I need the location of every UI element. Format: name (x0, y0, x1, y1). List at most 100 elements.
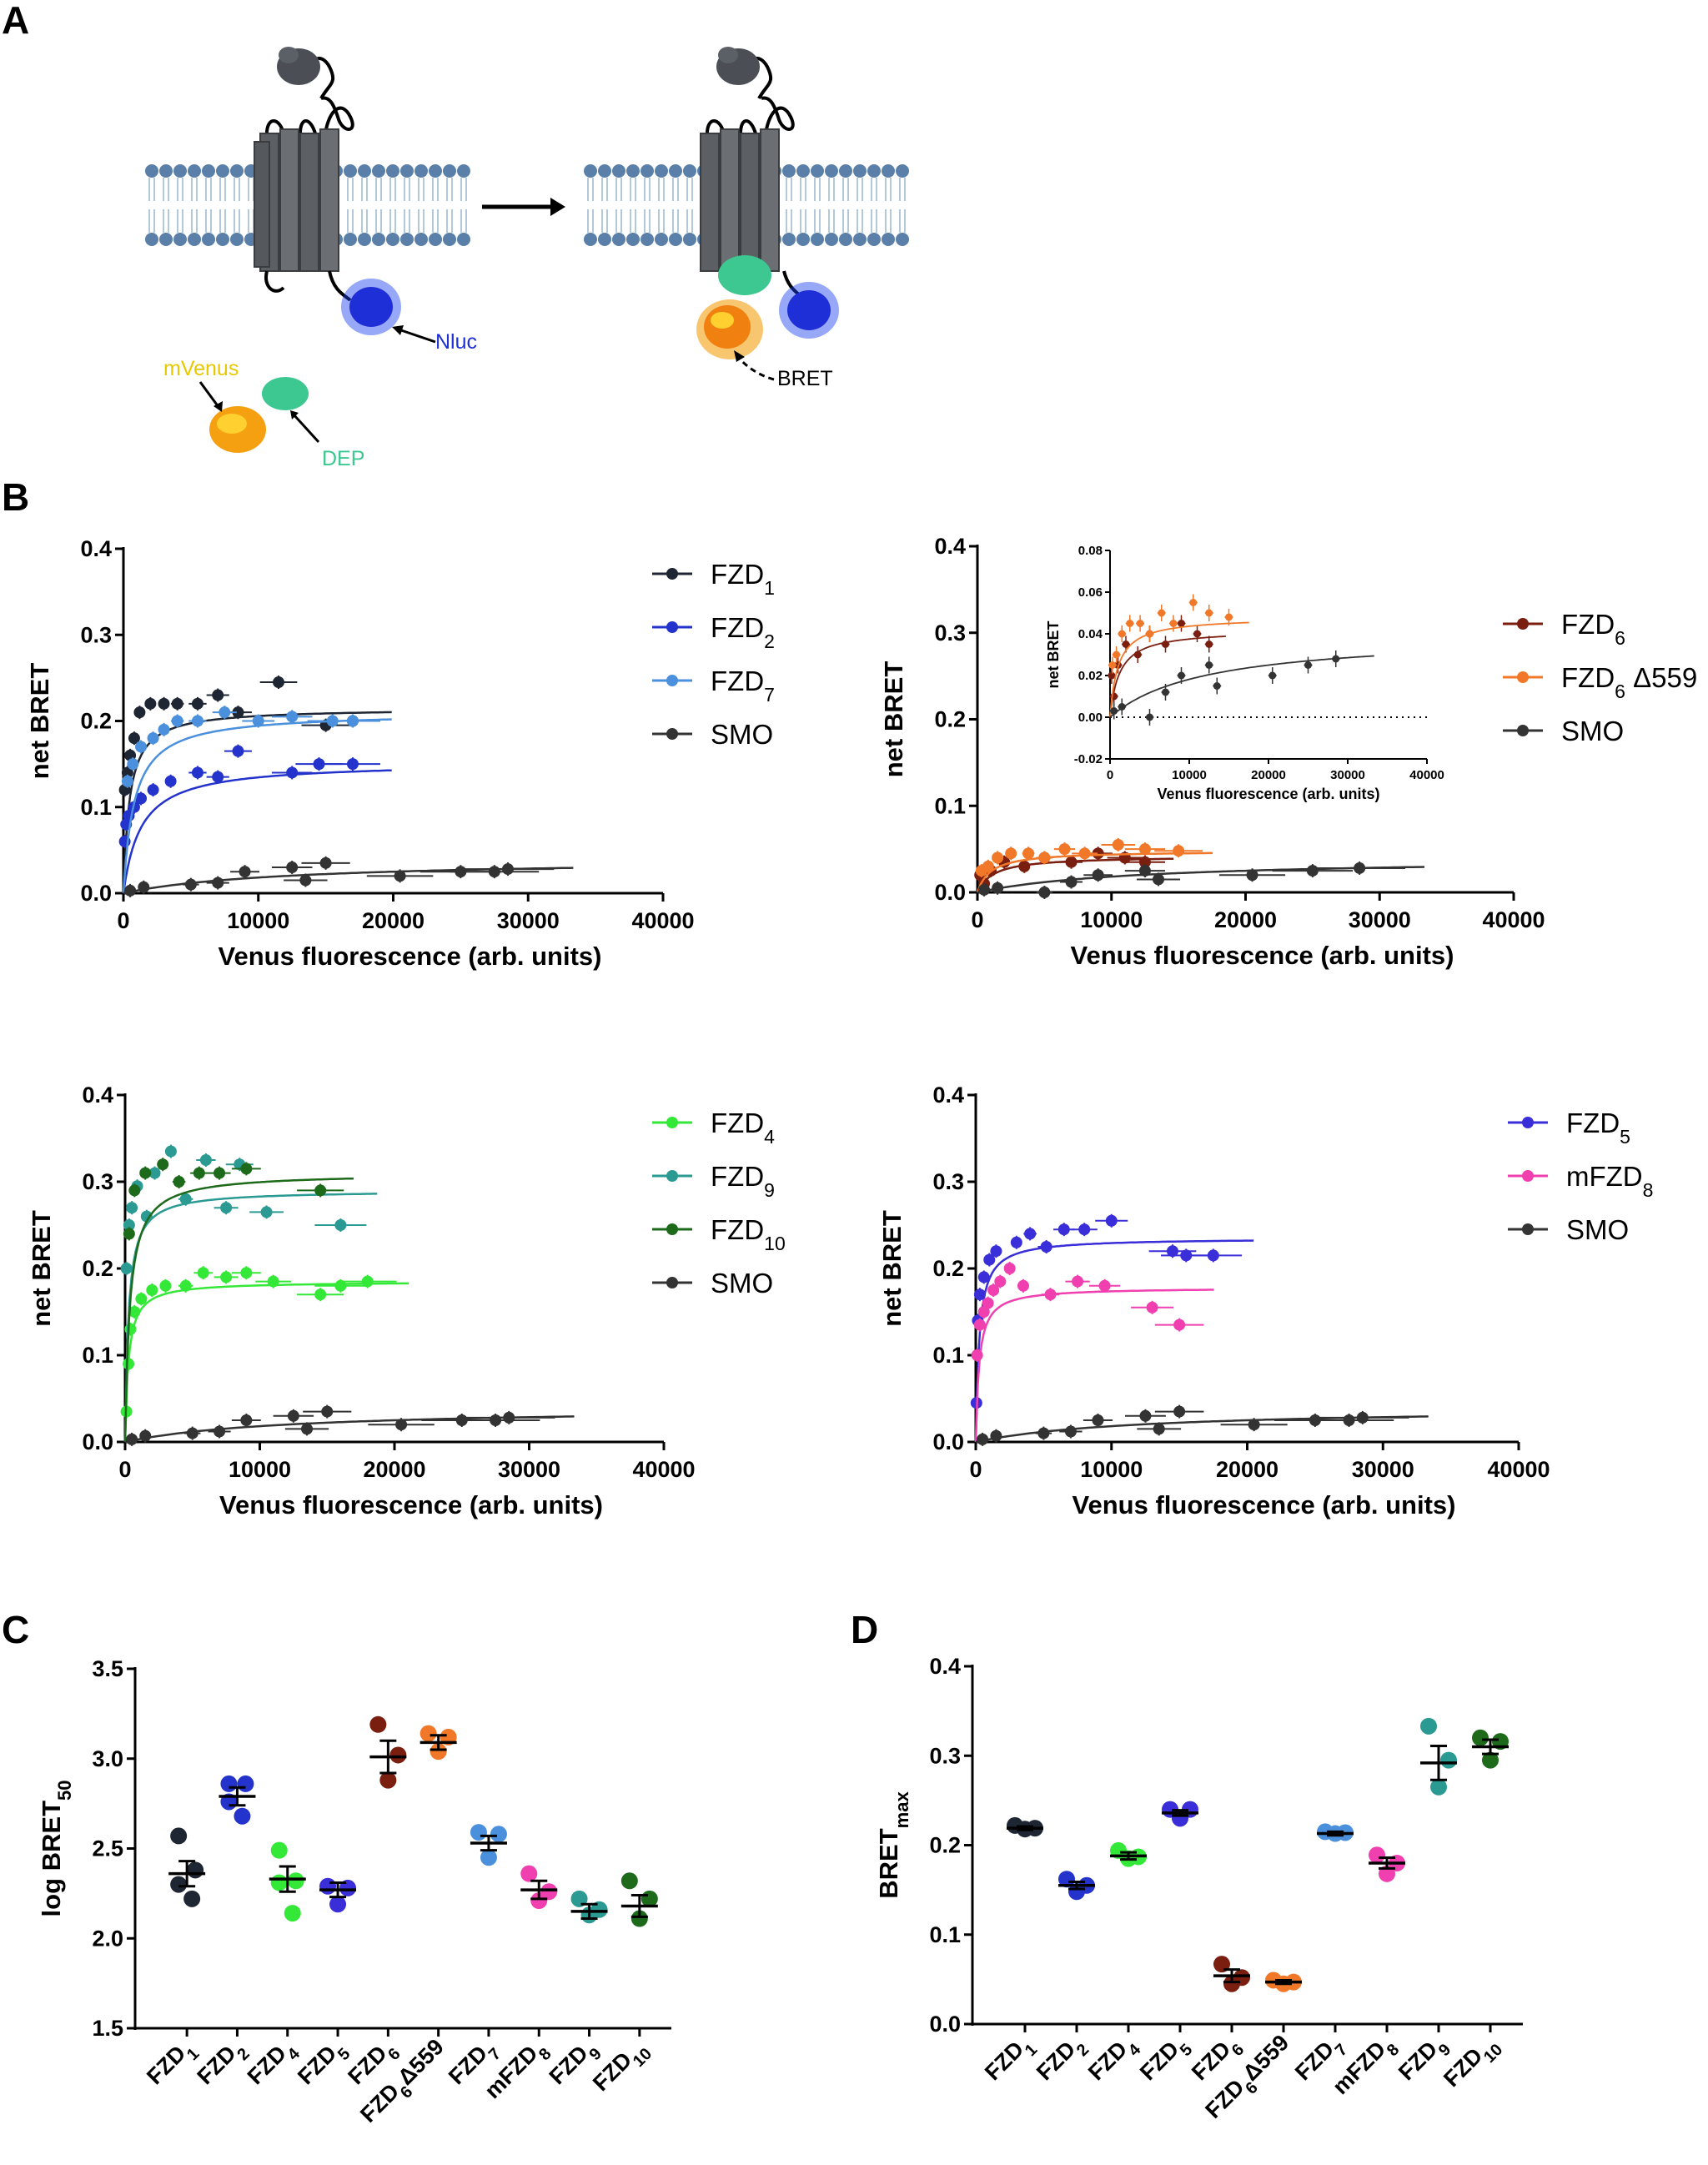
legend-marker (666, 1277, 678, 1288)
lipid-head (782, 164, 796, 178)
legend-label-base: FZD (711, 612, 764, 643)
chart-b-fzd6: 0.0 0.1 0.2 0.3 0.4 0 10000 20000 30000 40000 Venu… (879, 534, 1697, 970)
lipid-head (372, 164, 385, 178)
legend-label: SMO (711, 1268, 773, 1298)
replicate-point (220, 1775, 238, 1792)
legend-label-sub: 10 (764, 1233, 786, 1254)
data-point (219, 706, 231, 719)
data-point (1146, 1301, 1158, 1314)
lipid-head (400, 233, 414, 246)
replicate-point (1472, 1729, 1489, 1746)
inset-x-tick-label: 10000 (1172, 768, 1207, 782)
y-tick-label: 0.2 (934, 707, 966, 732)
lipid-head (598, 164, 611, 178)
legend-marker (1522, 1117, 1534, 1128)
legend-marker (666, 675, 678, 686)
data-point (1354, 861, 1366, 874)
data-point (992, 882, 1004, 894)
x-tick-label-suffix: Δ559 (393, 2034, 449, 2090)
x-tick-label: 20000 (362, 908, 424, 933)
data-point (159, 1279, 172, 1292)
inset-data-point (1205, 640, 1213, 648)
x-tick-label: 0 (969, 1457, 982, 1482)
data-point (121, 766, 133, 779)
lipid-tail (191, 178, 198, 233)
data-point (1153, 873, 1165, 886)
data-point (171, 715, 183, 727)
inset-data-point (1118, 703, 1126, 711)
data-point (992, 851, 1004, 864)
data-point (139, 1429, 152, 1442)
data-point (144, 697, 157, 710)
data-point (286, 861, 299, 874)
data-point (146, 1284, 158, 1296)
y-tick-label: 0.0 (82, 1429, 113, 1454)
data-point (286, 766, 299, 779)
y-tick-label: 0.1 (932, 1343, 964, 1368)
data-point (973, 1288, 986, 1301)
lipid-head (173, 233, 187, 246)
lipid-tail (177, 178, 183, 233)
data-point (135, 1293, 148, 1305)
legend-marker (666, 1223, 678, 1235)
inset-data-point (1178, 620, 1185, 627)
data-point (314, 1288, 327, 1301)
y-axis-title: net BRET (27, 1210, 56, 1327)
inset-data-point (1268, 671, 1277, 680)
data-point (490, 1414, 502, 1426)
legend-label-base: FZD (1566, 1108, 1620, 1138)
legend-label: mFZD8 (1566, 1161, 1653, 1201)
legend-label-sub: 5 (1620, 1126, 1630, 1148)
data-point (1017, 1279, 1029, 1292)
lipid-head (796, 164, 810, 178)
x-tick-label: FZD5 (293, 2034, 354, 2095)
data-point (319, 856, 332, 869)
legend-label: FZD5 (1566, 1108, 1630, 1148)
lipid-head (429, 233, 442, 246)
y-axis-title-sub: max (892, 1791, 912, 1829)
y-tick-label: 0.0 (929, 2012, 961, 2037)
data-point (1173, 845, 1185, 857)
data-point (148, 1167, 161, 1179)
legend-label-base: FZD (1561, 662, 1615, 693)
x-tick-label: 30000 (498, 1457, 560, 1482)
data-point (287, 1409, 299, 1422)
data-point (214, 1425, 226, 1438)
legend-marker (666, 728, 678, 740)
lipid-head (159, 164, 173, 178)
y-tick-label: 0.1 (929, 1922, 961, 1947)
replicate-point (170, 1827, 188, 1845)
inset-data-point (1108, 671, 1116, 680)
inset-data-point (1225, 613, 1233, 621)
legend-marker (666, 1117, 678, 1128)
lipid-tail (842, 178, 849, 233)
data-point (1065, 856, 1078, 868)
arrow-dep (290, 410, 320, 444)
replicate-point (419, 1725, 437, 1742)
data-point (1040, 1241, 1052, 1253)
legend-label-sub: 9 (764, 1179, 775, 1201)
data-point (301, 1423, 314, 1435)
inset-data-point (1133, 651, 1142, 659)
inset-data-point (1146, 630, 1153, 638)
x-tick-label-base: FZD (193, 2041, 241, 2089)
lipid-tail (163, 178, 169, 233)
data-point (1246, 869, 1258, 882)
data-point (164, 775, 177, 787)
data-point (140, 1210, 153, 1223)
y-tick-label: 0.2 (932, 1256, 964, 1281)
data-point (123, 1228, 135, 1240)
lipid-head (811, 233, 824, 246)
data-point (1038, 851, 1051, 864)
legend-marker (1522, 1170, 1534, 1182)
lipid-head (358, 233, 371, 246)
lipid-head (443, 164, 456, 178)
legend-marker (666, 621, 678, 633)
data-point (128, 1184, 141, 1197)
replicate-point (490, 1826, 507, 1843)
legend-label-base: SMO (1566, 1214, 1629, 1245)
data-point (334, 1279, 347, 1292)
data-point (214, 1167, 226, 1179)
x-tick-label-base: FZD (1135, 2037, 1183, 2085)
